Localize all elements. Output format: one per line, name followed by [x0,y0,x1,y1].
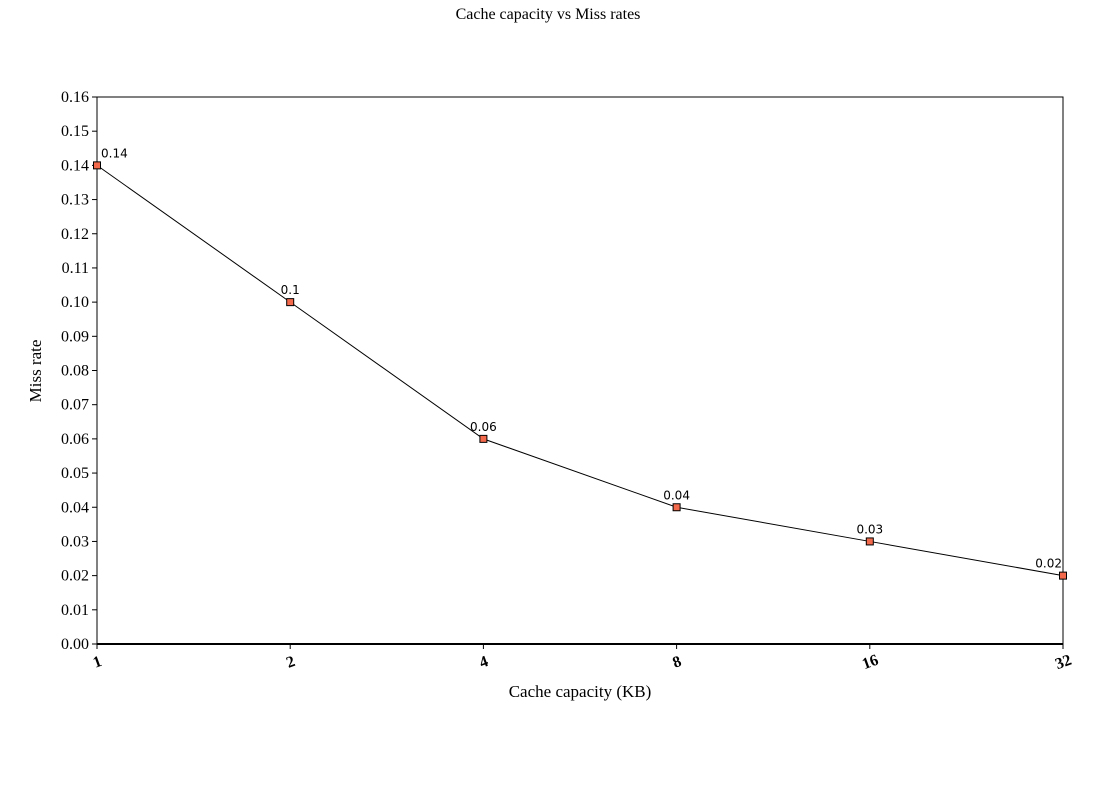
x-tick-label: 2 [284,653,297,672]
y-tick-label: 0.07 [61,397,89,414]
data-point-marker [93,161,101,170]
data-label: 0.03 [856,522,883,536]
data-point-marker [672,503,681,512]
x-axis-title: Cache capacity (KB) [509,682,652,701]
data-label: 0.02 [1035,557,1062,571]
y-tick-label: 0.06 [61,431,89,448]
y-axis: 0.00 0.01 0.02 0.03 0.04 0.05 0.06 0.07 0.08 0.09… [61,89,97,653]
y-tick-label: 0.16 [61,89,89,106]
x-axis: 1 2 4 8 16 32 [91,643,1074,673]
x-tick-label: 16 [860,652,881,673]
series-group [93,161,1067,580]
y-tick-label: 0.13 [61,192,89,209]
plot-frame [96,96,1064,645]
data-label: 0.14 [101,146,128,160]
y-tick-label: 0.15 [61,123,89,140]
x-tick-label: 8 [670,653,683,672]
data-label: 0.1 [281,283,300,297]
y-tick-label: 0.09 [61,328,89,345]
data-point-marker [479,434,488,443]
y-tick-label: 0.01 [61,602,89,619]
data-point-marker [286,298,295,307]
y-tick-label: 0.11 [62,260,89,277]
data-point-marker [865,537,874,546]
chart-title: Cache capacity vs Miss rates [456,6,641,23]
y-tick-label: 0.12 [61,226,89,243]
y-axis-title: Miss rate [26,340,45,403]
series-line [96,164,1064,577]
y-tick-label: 0.03 [61,533,89,550]
y-tick-label: 0.14 [61,157,89,174]
y-tick-label: 0.02 [61,568,89,585]
y-tick-label: 0.10 [61,294,89,311]
data-labels-group: 0.14 0.1 0.06 0.04 0.03 0.02 [101,146,1062,570]
x-tick-label: 4 [477,653,490,672]
y-tick-label: 0.00 [61,636,89,653]
y-tick-label: 0.05 [61,465,89,482]
data-point-marker [1059,571,1067,580]
data-label: 0.06 [470,420,497,434]
y-tick-label: 0.04 [61,499,89,516]
x-tick-label: 32 [1053,652,1074,673]
data-label: 0.04 [663,488,690,502]
y-tick-label: 0.08 [61,363,89,380]
x-tick-label: 1 [91,653,104,672]
